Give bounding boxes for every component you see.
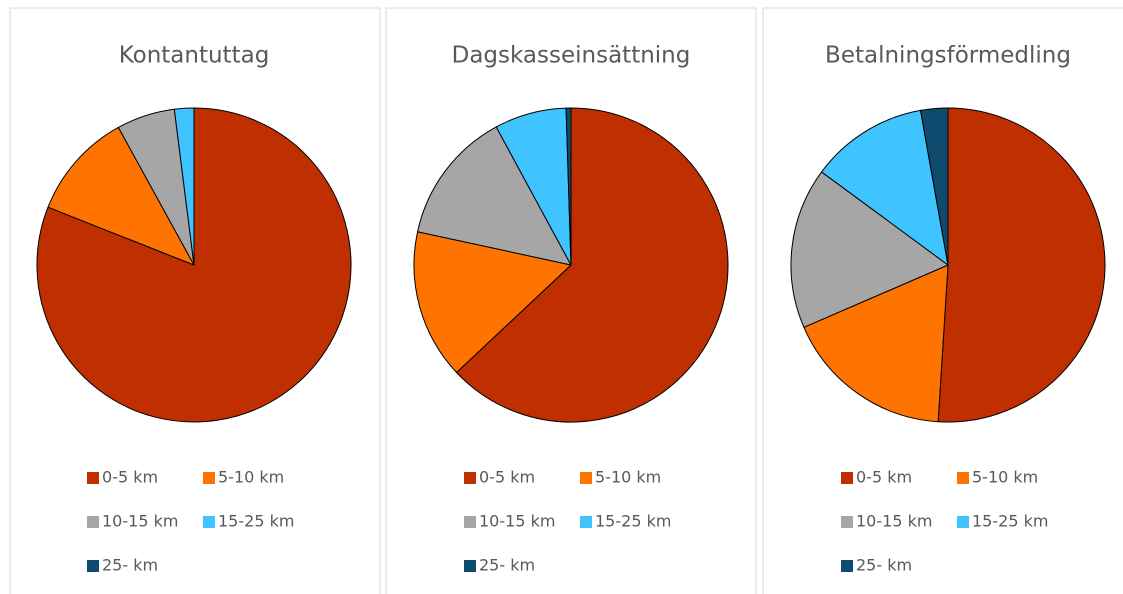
legend-label: 15-25 km: [595, 512, 671, 531]
legend-label: 0-5 km: [479, 468, 535, 487]
chart-title: Dagskasseinsättning: [452, 43, 691, 69]
legend-label: 15-25 km: [218, 512, 294, 531]
pie-slice: [790, 171, 949, 328]
panel: [385, 7, 757, 594]
legend-label: 25- km: [856, 556, 912, 575]
pie-slice: [456, 107, 729, 423]
panel: [762, 7, 1123, 594]
pie-slice: [47, 126, 195, 266]
legend-label: 15-25 km: [972, 512, 1048, 531]
legend-swatch: [580, 472, 592, 484]
legend-label: 25- km: [479, 556, 535, 575]
legend-swatch: [464, 560, 476, 572]
legend-swatch: [87, 516, 99, 528]
legend-swatch: [464, 516, 476, 528]
legend-swatch: [957, 472, 969, 484]
pie-slice: [803, 264, 949, 423]
legend-swatch: [464, 472, 476, 484]
legend-label: 10-15 km: [479, 512, 555, 531]
legend-swatch: [841, 472, 853, 484]
pie-slice: [417, 126, 572, 266]
legend-swatch: [87, 472, 99, 484]
legend-label: 0-5 km: [102, 468, 158, 487]
legend-label: 5-10 km: [218, 468, 284, 487]
legend-label: 25- km: [102, 556, 158, 575]
legend-swatch: [957, 516, 969, 528]
pie-slice: [937, 107, 1106, 423]
legend-label: 10-15 km: [856, 512, 932, 531]
legend-swatch: [580, 516, 592, 528]
legend-label: 5-10 km: [595, 468, 661, 487]
legend-swatch: [841, 560, 853, 572]
legend-swatch: [87, 560, 99, 572]
pie-slice: [413, 231, 572, 373]
legend-swatch: [203, 472, 215, 484]
pie-slice: [565, 107, 572, 266]
chart-title: Kontantuttag: [119, 43, 270, 69]
pie-slice: [920, 107, 949, 266]
legend-label: 10-15 km: [102, 512, 178, 531]
pie-slice: [821, 109, 949, 266]
legend-swatch: [841, 516, 853, 528]
chart-title: Betalningsförmedling: [825, 43, 1071, 69]
panel: [9, 7, 381, 594]
legend-swatch: [203, 516, 215, 528]
legend-label: 5-10 km: [972, 468, 1038, 487]
legend-label: 0-5 km: [856, 468, 912, 487]
